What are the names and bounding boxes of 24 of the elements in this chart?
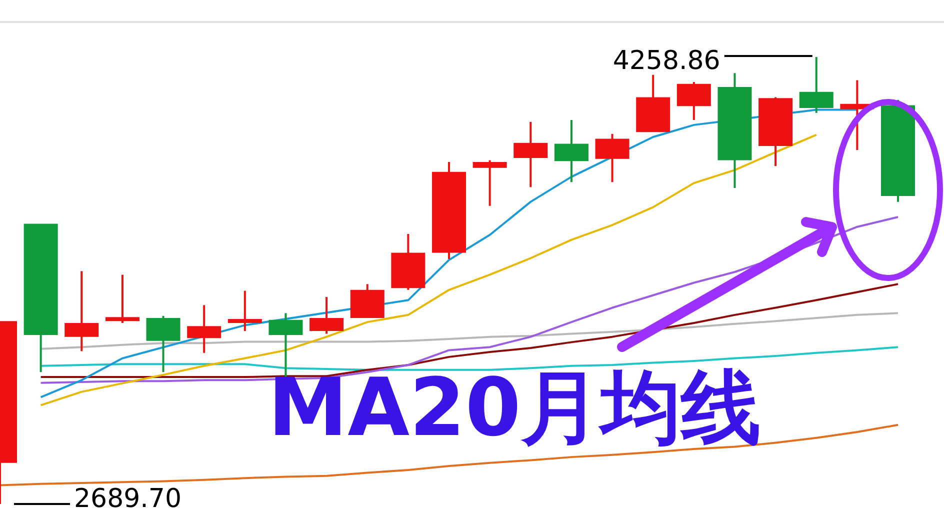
candlestick [105,274,140,323]
candlestick [881,100,915,202]
candlestick [514,122,548,188]
candlestick [718,73,752,188]
candlestick [391,234,426,290]
candlestick [595,134,630,182]
annotation: 2689.70 [74,484,182,510]
candlestick [799,57,834,113]
candlestick [310,297,344,334]
candlestick [758,97,793,166]
candlestick [432,162,466,260]
candlestick [24,224,58,372]
candlestick [187,305,222,353]
candlestick [676,82,711,120]
candlestick [554,120,588,182]
candlestick [636,74,670,132]
candlestick [64,271,99,352]
candlestick [268,313,303,378]
annotation: MA20月均线 [268,361,761,454]
candlestick [350,284,384,318]
candlestick [228,290,262,332]
candlestick [146,316,180,372]
annotation: 4258.86 [612,46,720,76]
candlestick [472,160,507,206]
